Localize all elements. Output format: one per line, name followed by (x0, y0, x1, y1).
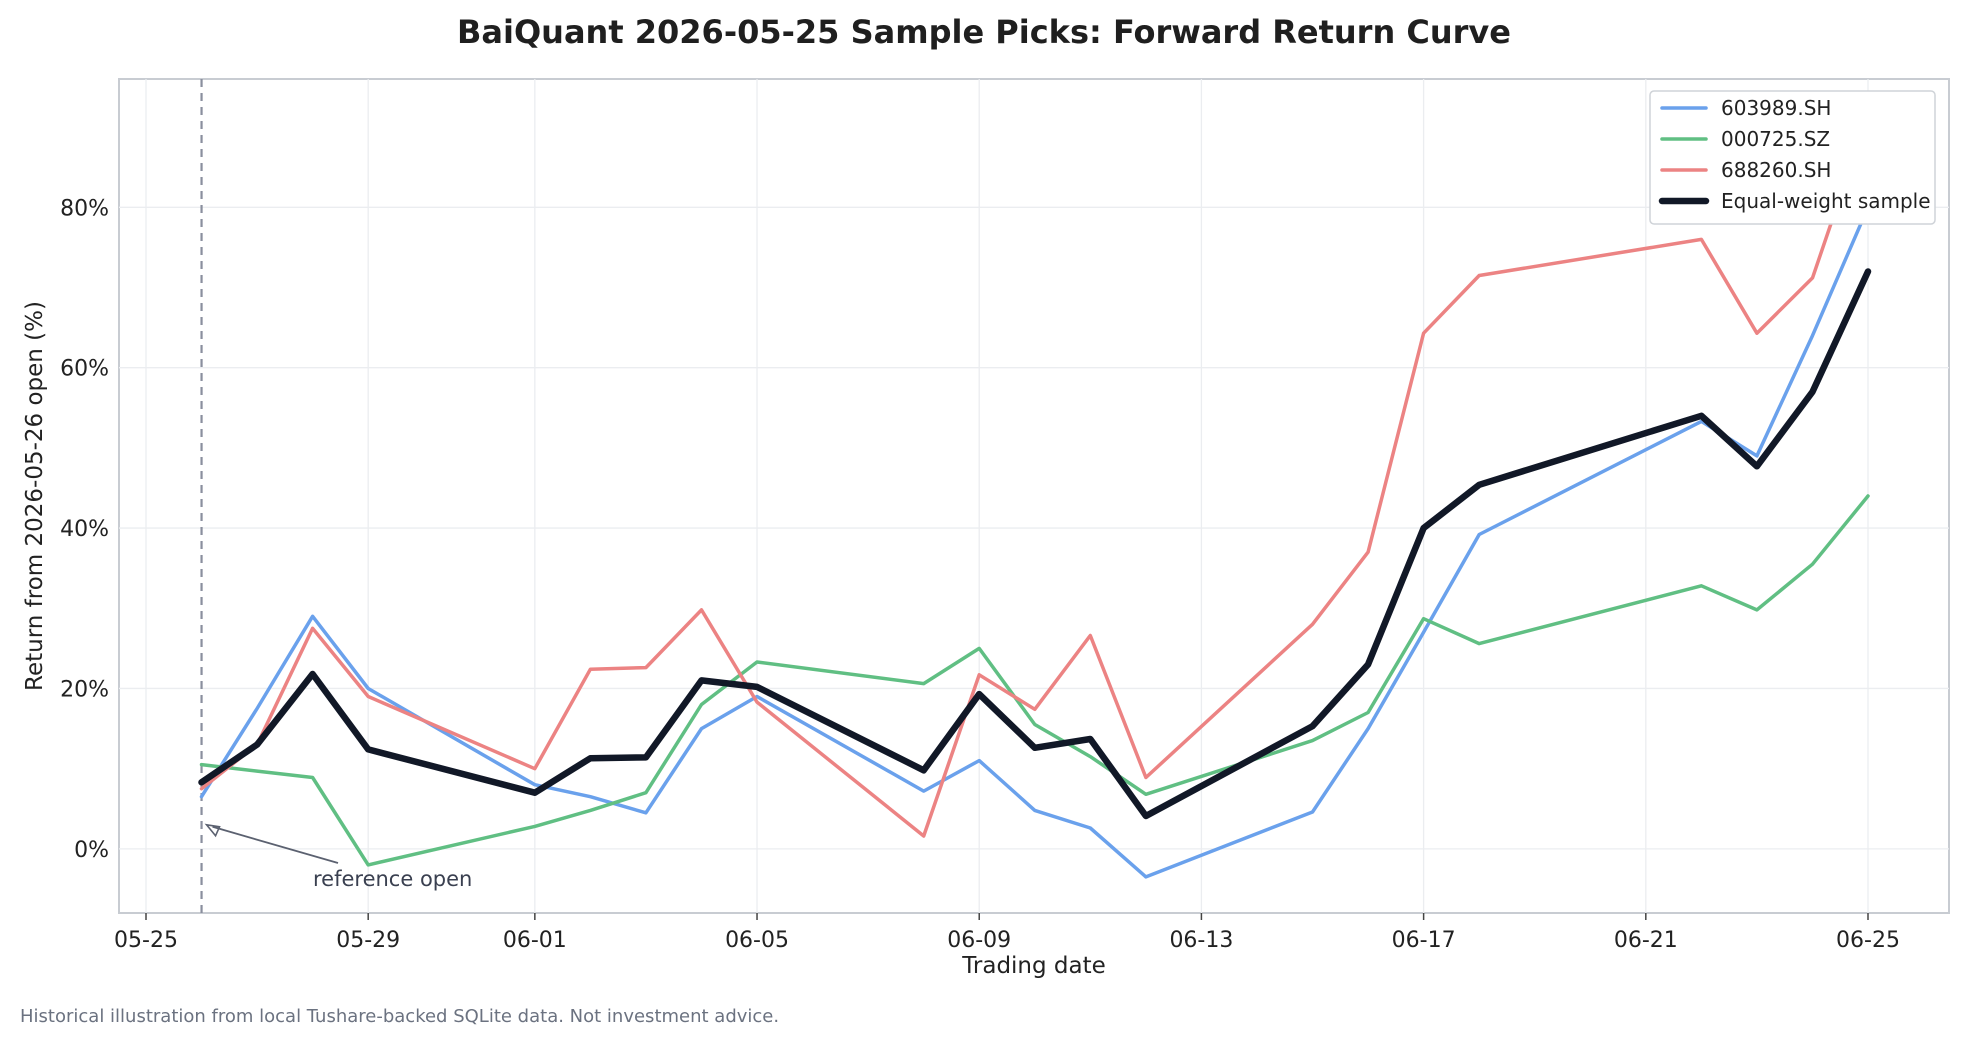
x-tick-label: 05-25 (114, 928, 178, 953)
x-tick-label: 06-25 (1836, 928, 1900, 953)
x-axis-label: Trading date (961, 953, 1106, 979)
annotation-arrow (212, 825, 339, 864)
x-tick-label: 06-21 (1614, 928, 1678, 953)
x-tick-label: 05-29 (336, 928, 400, 953)
series-line-3 (198, 268, 1872, 820)
series-line-1 (199, 494, 1870, 867)
legend-label: 688260.SH (1721, 158, 1831, 182)
y-tick-label: 0% (74, 838, 109, 863)
y-tick-label: 60% (60, 357, 109, 382)
x-tick-label: 06-09 (947, 928, 1011, 953)
y-tick-label: 80% (60, 196, 109, 221)
y-tick-labels: 0% 20% 40% 60% 80% (60, 196, 109, 863)
x-tick-label: 06-05 (725, 928, 789, 953)
legend-label: 603989.SH (1721, 96, 1831, 120)
series-lines (198, 113, 1872, 879)
y-tick-label: 40% (60, 517, 109, 542)
x-tick-label: 06-13 (1169, 928, 1233, 953)
y-axis-label: Return from 2026-05-26 open (%) (22, 301, 48, 691)
legend-label: Equal-weight sample (1721, 189, 1931, 213)
annotation: reference open (204, 823, 472, 891)
x-tick-labels: 05-25 05-29 06-01 06-05 06-09 06-13 06-17 06-21… (114, 913, 1900, 953)
chart-title: BaiQuant 2026-05-25 Sample Picks: Forwar… (457, 13, 1511, 51)
x-tick-label: 06-17 (1392, 928, 1456, 953)
plot-area (118, 78, 1950, 914)
legend-label: 000725.SZ (1721, 127, 1830, 151)
y-tick-label: 20% (60, 677, 109, 702)
series-line-0 (199, 205, 1870, 879)
footnote: Historical illustration from local Tusha… (20, 1006, 780, 1027)
x-tick-label: 06-01 (503, 928, 567, 953)
legend: 603989.SH 000725.SZ 688260.SH Equal-weight … (1649, 90, 1936, 225)
legend-box (1649, 90, 1936, 225)
annotation-arrowhead (204, 823, 221, 838)
annotation-label: reference open (313, 867, 472, 891)
series-line-2 (199, 113, 1870, 838)
